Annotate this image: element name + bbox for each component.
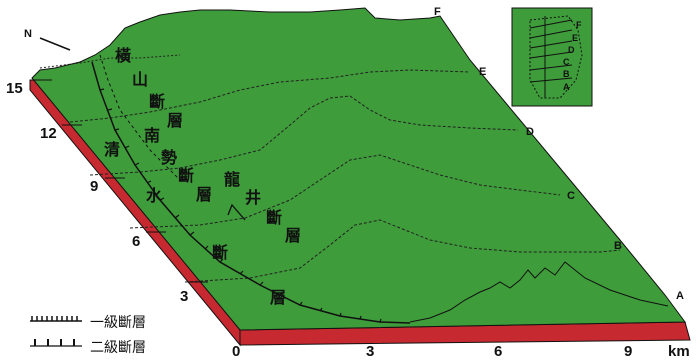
section-line-c [129, 154, 561, 229]
terrain-surface [31, 7, 686, 331]
north-label: N [24, 28, 32, 40]
inset-label-e: E [572, 33, 579, 43]
section-line-b [184, 219, 621, 283]
qingshui-fault-char-1: 清 [104, 140, 121, 159]
vertical-scale-12: 12 [40, 125, 57, 142]
longjing-fault-char-1: 龍 [224, 170, 241, 189]
primary-fault-ticks [99, 88, 382, 323]
section-label-b: B [614, 240, 622, 252]
hengshan-fault-char-2: 山 [132, 70, 149, 89]
longjing-fault-char-3: 斷 [266, 208, 283, 227]
nanshi-fault-char-4: 層 [196, 185, 213, 204]
nanshi-fault-char-2: 勢 [161, 148, 178, 167]
vertical-scale-15: 15 [6, 80, 23, 97]
section-label-a: A [676, 290, 684, 302]
inset-label-d: D [568, 45, 575, 55]
horizontal-scale-0: 0 [232, 343, 241, 360]
qingshui-fault-char-2: 水 [146, 186, 163, 205]
section-label-d: D [526, 126, 534, 138]
inset-label-f: F [576, 20, 582, 30]
hengshan-fault-line [99, 54, 181, 181]
hengshan-fault-char-3: 斷 [149, 92, 166, 111]
north-arrow [39, 37, 71, 51]
legend-primary-symbol [30, 316, 82, 322]
hengshan-fault-char-4: 層 [167, 111, 184, 130]
legend-secondary-label: 二級斷層 [90, 340, 146, 356]
qingshui-fault-char-3: 斷 [212, 243, 229, 262]
inset-label-c: C [563, 57, 570, 67]
qingshui-fault-char-4: 層 [270, 288, 287, 307]
unit-label: km [668, 343, 690, 360]
section-label-e: E [479, 66, 487, 78]
section-label-c: C [567, 190, 575, 202]
hengshan-fault-char-1: 橫 [115, 46, 132, 65]
longjing-fault-char-2: 井 [245, 188, 262, 207]
section-label-f: F [434, 6, 441, 18]
horizontal-scale-9: 9 [624, 343, 633, 360]
legend-secondary-symbol [30, 339, 82, 347]
horizontal-scale-6: 6 [494, 343, 503, 360]
longjing-fault-line [227, 203, 246, 221]
section-line-d [89, 95, 519, 176]
nanshi-fault-char-1: 南 [144, 126, 161, 145]
ridge-profile-a [409, 261, 669, 323]
inset-label-b: B [563, 69, 570, 79]
longjing-fault-char-4: 層 [285, 226, 302, 245]
inset-label-a: A [563, 82, 570, 92]
vertical-scale-3: 3 [180, 288, 189, 305]
nanshi-fault-char-3: 斷 [178, 166, 195, 185]
vertical-scale-6: 6 [132, 233, 141, 250]
section-line-e [69, 69, 471, 123]
vertical-scale-9: 9 [90, 178, 99, 195]
inset-map [511, 7, 593, 107]
horizontal-scale-3: 3 [366, 343, 375, 360]
legend-primary-label: 一級斷層 [90, 315, 146, 331]
